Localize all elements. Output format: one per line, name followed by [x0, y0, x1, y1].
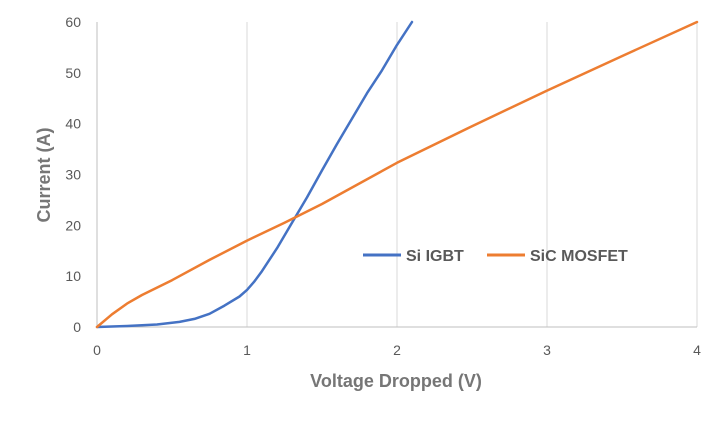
y-axis-ticks: 0 10 20 30 40 50 60 — [65, 14, 81, 335]
y-tick-label: 60 — [65, 14, 81, 30]
x-tick-label: 3 — [543, 342, 551, 358]
y-tick-label: 10 — [65, 268, 81, 284]
y-tick-label: 30 — [65, 167, 81, 183]
series-line-si-igbt — [95, 20, 414, 329]
y-tick-label: 0 — [73, 319, 81, 335]
y-tick-label: 40 — [65, 116, 81, 132]
x-tick-label: 2 — [393, 342, 401, 358]
series-lines — [95, 20, 699, 329]
x-axis-title: Voltage Dropped (V) — [310, 371, 482, 391]
legend: Si IGBT SiC MOSFET — [363, 248, 628, 265]
x-axis-ticks: 0 1 2 3 4 — [93, 342, 701, 358]
gridlines — [96, 22, 698, 328]
legend-label: SiC MOSFET — [530, 248, 628, 265]
x-tick-label: 1 — [243, 342, 251, 358]
x-tick-label: 0 — [93, 342, 101, 358]
y-tick-label: 50 — [65, 65, 81, 81]
y-axis-title: Current (A) — [34, 128, 54, 223]
x-tick-label: 4 — [693, 342, 701, 358]
y-tick-label: 20 — [65, 217, 81, 233]
legend-label: Si IGBT — [406, 248, 464, 265]
series-line-sic-mosfet — [95, 20, 699, 329]
